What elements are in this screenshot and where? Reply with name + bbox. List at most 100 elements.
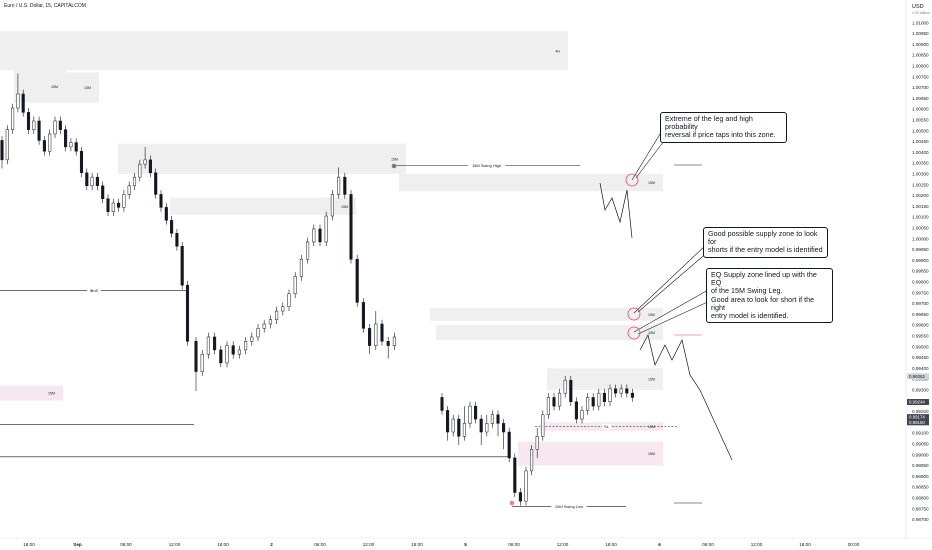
candle-body-28: [148, 159, 152, 174]
x-tick-label-15: 12:00: [751, 542, 763, 547]
candle-body-66: [380, 323, 384, 342]
zone-label-3: 15M: [391, 157, 398, 161]
projection-path-upper: [599, 182, 633, 239]
candle-body-30: [159, 194, 163, 208]
y-tick-label-42: 0.98900: [912, 474, 929, 479]
candle-body-31: [164, 207, 168, 221]
x-tick-label-5: 2: [270, 542, 273, 547]
zone-9: [0, 385, 63, 401]
candle-body-35: [185, 284, 190, 342]
candle-body-41: [225, 345, 229, 364]
level-label-bg-2: [87, 287, 101, 294]
x-tick-label-8: 18:00: [411, 542, 423, 547]
x-tick-label-2: 06:00: [120, 542, 132, 547]
zone-label-4: 15M: [341, 205, 348, 209]
candle-body-48: [268, 319, 272, 325]
y-tick-label-22: 0.99900: [912, 258, 929, 263]
candle-body-91: [563, 379, 567, 394]
candle-body-79: [496, 414, 500, 424]
candle-body-5: [26, 112, 31, 130]
y-tick-label-2: 1.00900: [912, 42, 929, 47]
candle-body-58: [330, 194, 334, 217]
candle-body-10: [53, 120, 57, 135]
callout-3-pointer-b: [637, 299, 713, 335]
candle-body-59: [337, 176, 341, 195]
candle-body-94: [580, 410, 584, 420]
level-label-1: 15M Swing Low: [555, 504, 583, 509]
candle-body-25: [132, 176, 137, 187]
price-tag-bg-0: [907, 373, 929, 380]
level-label-0: 15M Swing High: [472, 163, 501, 168]
multiplier-label: 1.00 million: [912, 11, 930, 15]
zone-3: [118, 143, 406, 174]
y-tick-label-13: 1.00350: [912, 161, 929, 166]
zone-label-0: 4H: [555, 49, 560, 53]
candle-body-93: [574, 401, 578, 420]
y-tick-label-8: 1.00600: [912, 107, 929, 112]
level-label-bg-0: [467, 162, 506, 168]
price-tag-bg-1: [907, 398, 929, 405]
level-label-bg-1: [551, 503, 587, 510]
y-tick-label-21: 0.99950: [912, 247, 929, 252]
y-tick-label-1: 1.00950: [912, 31, 929, 36]
candle-body-75: [474, 405, 478, 420]
callout-1-pointer: [631, 128, 664, 181]
candle-body-33: [175, 233, 179, 247]
candle-body-72: [457, 418, 461, 437]
candle-body-50: [281, 306, 285, 312]
zone-2: [66, 72, 99, 103]
candle-body-43: [237, 349, 241, 355]
candle-body-96: [591, 397, 595, 407]
y-tick-label-41: 0.98950: [912, 463, 929, 468]
candle-body-4: [21, 93, 25, 113]
y-tick-label-27: 0.99650: [912, 312, 929, 317]
candle-body-78: [490, 414, 494, 424]
x-tick-label-12: 18:00: [605, 542, 617, 547]
candle-body-9: [48, 133, 52, 152]
candle-body-27: [143, 159, 147, 165]
y-tick-label-38: 0.99100: [912, 431, 929, 436]
candle-body-67: [386, 341, 390, 346]
y-tick-label-36: 0.99200: [912, 409, 929, 414]
y-tick-label-17: 1.00150: [912, 204, 929, 209]
candle-body-20: [106, 198, 110, 212]
level-label-bg-3: [602, 424, 611, 430]
y-tick-label-46: 0.98700: [912, 517, 929, 522]
candle-body-13: [69, 142, 73, 148]
zone-0: [0, 31, 568, 71]
candle-body-77: [485, 423, 489, 433]
candle-body-49: [275, 310, 279, 320]
candle-body-71: [451, 418, 455, 433]
candle-body-55: [312, 228, 316, 243]
candle-body-92: [569, 379, 573, 403]
zone-label-6: 15M: [648, 313, 655, 317]
level-label-2: iBoS: [90, 288, 99, 293]
candle-body-90: [558, 392, 562, 407]
callout-eq-supply: EQ Supply zone lined up with the EQ of t…: [706, 268, 833, 324]
price-axis[interactable]: 1.01000 1.00950 1.00900 1.00850 1.00800 1.007…: [912, 20, 929, 522]
zone-label-5: 15M: [648, 181, 655, 185]
candle-body-84: [524, 470, 528, 502]
candle-body-68: [392, 336, 396, 346]
candle-body-11: [58, 120, 62, 130]
zone-label-9: 15M: [48, 392, 55, 396]
candle-body-2: [11, 107, 15, 130]
y-tick-label-28: 0.99600: [912, 323, 929, 328]
candle-body-74: [468, 405, 472, 424]
y-tick-label-15: 1.00250: [912, 182, 929, 187]
candle-body-51: [287, 293, 291, 307]
price-tag-0: 0.99363: [909, 374, 925, 379]
candle-body-45: [250, 336, 254, 342]
x-tick-label-6: 06:00: [314, 542, 326, 547]
time-axis[interactable]: 18:00 Sep 06:00 12:00 18:00 2 06:00 12:00 18:00 5…: [23, 542, 859, 547]
candle-body-80: [502, 423, 506, 433]
x-tick-label-10: 06:00: [508, 542, 520, 547]
candle-body-32: [170, 220, 174, 234]
y-tick-label-31: 0.99450: [912, 355, 929, 360]
candle-body-7: [37, 120, 41, 141]
candle-body-95: [586, 397, 590, 411]
y-tick-label-10: 1.00500: [912, 128, 929, 133]
y-tick-label-34: 0.99300: [912, 388, 929, 393]
y-tick-label-3: 1.00850: [912, 53, 929, 58]
